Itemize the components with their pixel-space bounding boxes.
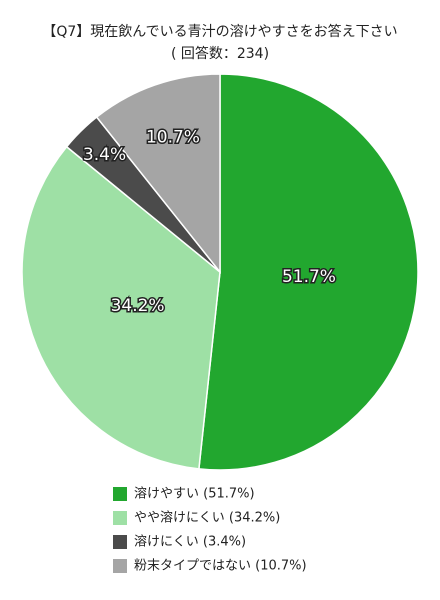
legend-swatch <box>113 487 127 501</box>
legend-label: 溶けやすい (51.7%) <box>134 487 255 502</box>
legend-label: 粉末タイプではない (10.7%) <box>134 559 307 574</box>
legend-swatch <box>113 559 127 573</box>
legend-swatch <box>113 535 127 549</box>
pie-slice <box>198 73 419 471</box>
chart-title: 【Q7】現在飲んでいる青汁の溶けやすさをお答え下さい <box>42 23 397 40</box>
data-label: 10.7% <box>146 127 200 147</box>
data-label: 34.2% <box>111 296 165 316</box>
pie-slice <box>21 145 221 470</box>
legend-label: やや溶けにくい (34.2%) <box>134 511 280 526</box>
pie-slice <box>95 73 221 275</box>
data-label: 3.4% <box>83 145 126 165</box>
data-label: 51.7% <box>282 267 336 287</box>
legend-swatch <box>113 511 127 525</box>
legend-label: 溶けにくい (3.4%) <box>134 535 246 550</box>
chart-subtitle: ( 回答数：234) <box>171 45 269 62</box>
